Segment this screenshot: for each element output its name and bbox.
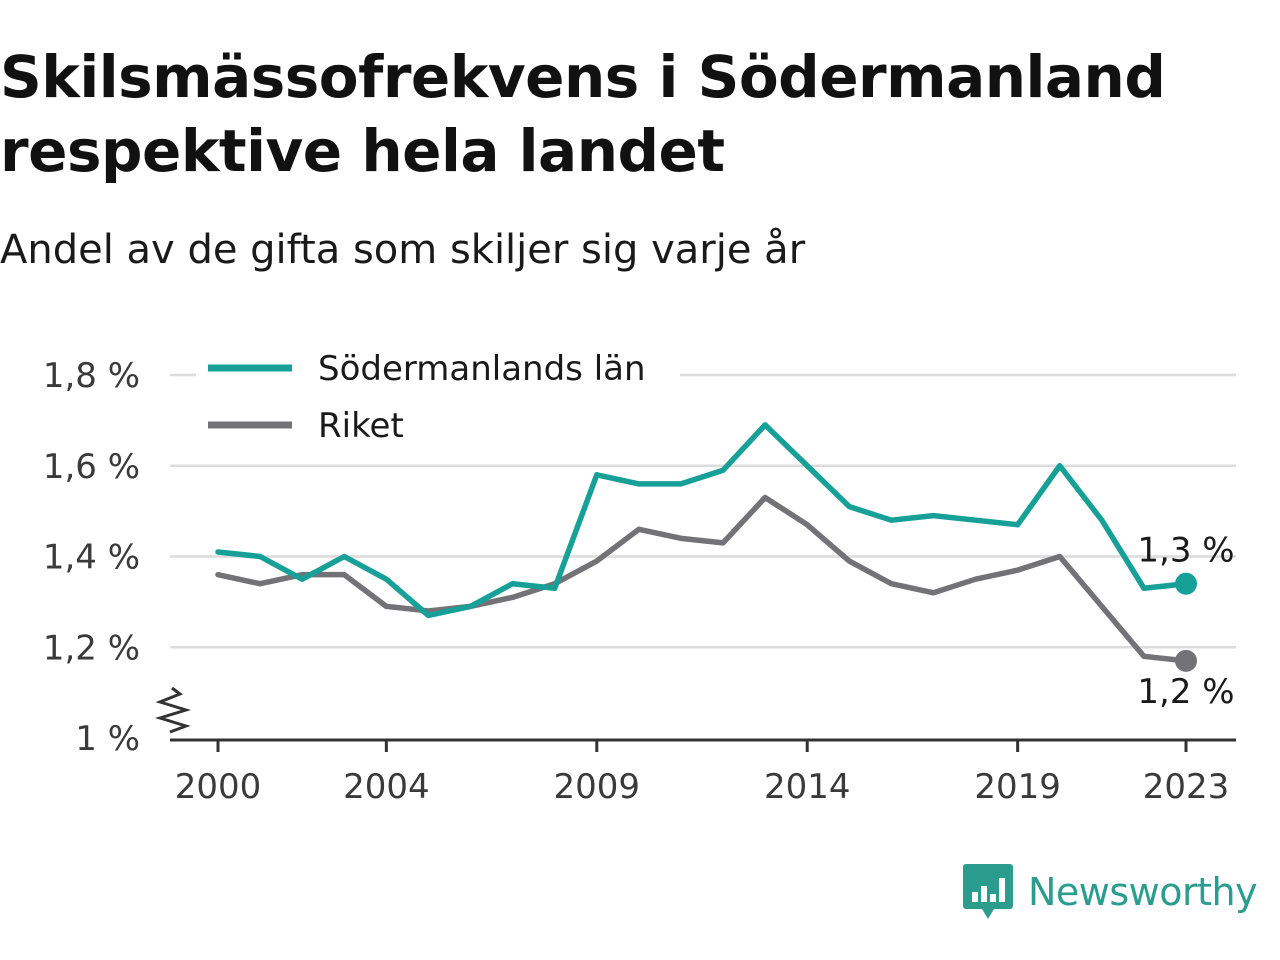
legend-label: Södermanlands län <box>318 349 646 389</box>
legend-background <box>196 340 680 454</box>
x-tick-label: 2009 <box>554 767 641 807</box>
x-tick-label: 2023 <box>1143 767 1230 807</box>
legend: Södermanlands län Riket <box>196 340 680 454</box>
x-tick-label: 2000 <box>175 767 262 807</box>
x-axis-tick-labels: 2000 2004 2009 2014 2019 2023 <box>175 740 1230 807</box>
end-point-marker <box>1175 572 1197 595</box>
chart-title: Skilsmässofrekvens i Södermanland respek… <box>0 43 1166 185</box>
x-axis <box>154 686 1236 742</box>
y-tick-label: 1,2 % <box>43 628 140 668</box>
y-tick-label: 1,4 % <box>43 538 140 578</box>
newsworthy-logo: Newsworthy <box>962 862 1258 922</box>
x-tick-label: 2004 <box>343 767 430 807</box>
y-axis-tick-labels: 1 % 1,2 % 1,4 % 1,6 % 1,8 % <box>43 356 140 759</box>
series-lines: 1,3 % 1,2 % <box>215 422 1235 712</box>
y-tick-label: 1,6 % <box>43 447 140 487</box>
end-point-marker <box>1175 649 1197 672</box>
series-line <box>215 422 1189 619</box>
legend-label: Riket <box>318 406 404 446</box>
y-tick-label: 1,8 % <box>43 356 140 396</box>
end-value-label: 1,2 % <box>1137 672 1234 712</box>
y-tick-label: 1 % <box>75 719 140 759</box>
chart-subtitle: Andel av de gifta som skiljer sig varje … <box>0 227 806 273</box>
x-tick-label: 2019 <box>974 767 1061 807</box>
axis-break-icon <box>154 686 192 734</box>
x-tick-label: 2014 <box>764 767 851 807</box>
bar-chart-speech-bubble-icon <box>963 864 1013 919</box>
series-line <box>215 494 1189 664</box>
end-value-label: 1,3 % <box>1137 531 1234 571</box>
logo-text: Newsworthy <box>1028 870 1258 914</box>
